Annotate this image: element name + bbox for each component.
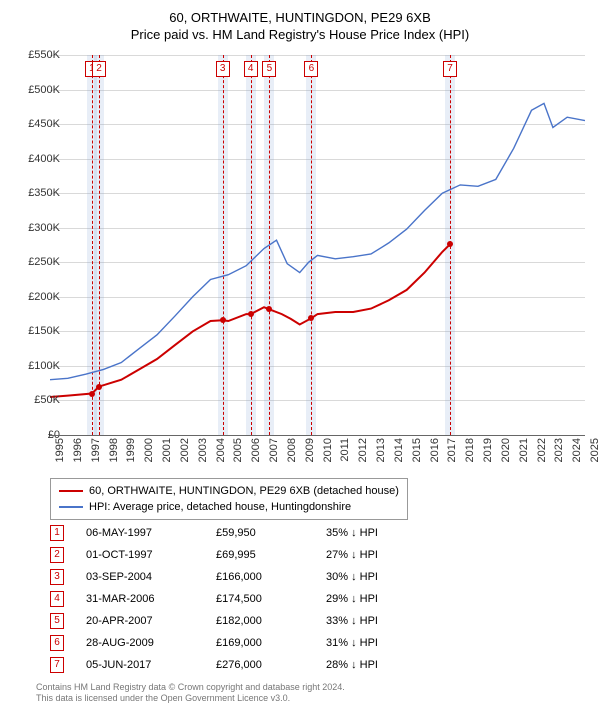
plot-area bbox=[50, 55, 585, 436]
transaction-delta: 27% ↓ HPI bbox=[326, 549, 378, 561]
transaction-date: 28-AUG-2009 bbox=[86, 637, 216, 649]
transaction-number: 2 bbox=[50, 547, 64, 563]
xtick-label: 2016 bbox=[429, 438, 441, 462]
legend-label: 60, ORTHWAITE, HUNTINGDON, PE29 6XB (det… bbox=[89, 485, 399, 497]
transaction-date: 20-APR-2007 bbox=[86, 615, 216, 627]
transaction-delta: 28% ↓ HPI bbox=[326, 659, 378, 671]
transaction-delta: 31% ↓ HPI bbox=[326, 637, 378, 649]
title-area: 60, ORTHWAITE, HUNTINGDON, PE29 6XB Pric… bbox=[0, 0, 600, 42]
chart-container: 60, ORTHWAITE, HUNTINGDON, PE29 6XB Pric… bbox=[0, 0, 600, 710]
transaction-row: 5 20-APR-2007£182,00033% ↓ HPI bbox=[50, 610, 378, 632]
transaction-number: 3 bbox=[50, 569, 64, 585]
footer: Contains HM Land Registry data © Crown c… bbox=[36, 682, 345, 705]
transaction-row: 7 05-JUN-2017£276,00028% ↓ HPI bbox=[50, 654, 378, 676]
xtick-label: 2025 bbox=[589, 438, 600, 462]
transaction-number: 5 bbox=[50, 613, 64, 629]
transaction-price: £174,500 bbox=[216, 593, 326, 605]
xtick-label: 2017 bbox=[446, 438, 458, 462]
transactions-table: 1 06-MAY-1997£59,95035% ↓ HPI 2 01-OCT-1997… bbox=[50, 522, 378, 676]
transaction-delta: 35% ↓ HPI bbox=[326, 527, 378, 539]
transaction-row: 2 01-OCT-1997£69,99527% ↓ HPI bbox=[50, 544, 378, 566]
xtick-label: 2001 bbox=[161, 438, 173, 462]
xtick-label: 2009 bbox=[304, 438, 316, 462]
xtick-label: 2004 bbox=[215, 438, 227, 462]
xtick-label: 2003 bbox=[197, 438, 209, 462]
xtick-label: 2015 bbox=[411, 438, 423, 462]
transaction-delta: 30% ↓ HPI bbox=[326, 571, 378, 583]
legend-label: HPI: Average price, detached house, Hunt… bbox=[89, 501, 351, 513]
xtick-label: 2014 bbox=[393, 438, 405, 462]
title-subtitle: Price paid vs. HM Land Registry's House … bbox=[0, 27, 600, 42]
xtick-label: 1997 bbox=[90, 438, 102, 462]
transaction-number: 7 bbox=[50, 657, 64, 673]
title-address: 60, ORTHWAITE, HUNTINGDON, PE29 6XB bbox=[0, 10, 600, 25]
xtick-label: 2023 bbox=[553, 438, 565, 462]
transaction-price: £276,000 bbox=[216, 659, 326, 671]
xtick-label: 2008 bbox=[286, 438, 298, 462]
transaction-price: £59,950 bbox=[216, 527, 326, 539]
xtick-label: 2020 bbox=[500, 438, 512, 462]
xtick-label: 2013 bbox=[375, 438, 387, 462]
transaction-number: 6 bbox=[50, 635, 64, 651]
xtick-label: 2006 bbox=[250, 438, 262, 462]
transaction-row: 6 28-AUG-2009£169,00031% ↓ HPI bbox=[50, 632, 378, 654]
transaction-delta: 33% ↓ HPI bbox=[326, 615, 378, 627]
transaction-date: 01-OCT-1997 bbox=[86, 549, 216, 561]
xtick-label: 2005 bbox=[232, 438, 244, 462]
xtick-label: 1995 bbox=[54, 438, 66, 462]
transaction-price: £182,000 bbox=[216, 615, 326, 627]
legend-swatch bbox=[59, 490, 83, 492]
footer-line1: Contains HM Land Registry data © Crown c… bbox=[36, 682, 345, 693]
transaction-date: 06-MAY-1997 bbox=[86, 527, 216, 539]
legend-row: HPI: Average price, detached house, Hunt… bbox=[59, 499, 399, 515]
xtick-label: 1998 bbox=[108, 438, 120, 462]
xtick-label: 2022 bbox=[536, 438, 548, 462]
xtick-label: 1996 bbox=[72, 438, 84, 462]
xtick-label: 2012 bbox=[357, 438, 369, 462]
transaction-price: £69,995 bbox=[216, 549, 326, 561]
transaction-row: 3 03-SEP-2004£166,00030% ↓ HPI bbox=[50, 566, 378, 588]
legend-row: 60, ORTHWAITE, HUNTINGDON, PE29 6XB (det… bbox=[59, 483, 399, 499]
transaction-number: 1 bbox=[50, 525, 64, 541]
xtick-label: 2007 bbox=[268, 438, 280, 462]
footer-line2: This data is licensed under the Open Gov… bbox=[36, 693, 345, 704]
legend: 60, ORTHWAITE, HUNTINGDON, PE29 6XB (det… bbox=[50, 478, 408, 520]
transaction-date: 31-MAR-2006 bbox=[86, 593, 216, 605]
legend-swatch bbox=[59, 506, 83, 508]
xtick-label: 2018 bbox=[464, 438, 476, 462]
xtick-label: 2000 bbox=[143, 438, 155, 462]
transaction-delta: 29% ↓ HPI bbox=[326, 593, 378, 605]
transaction-price: £166,000 bbox=[216, 571, 326, 583]
xtick-label: 2010 bbox=[322, 438, 334, 462]
transaction-number: 4 bbox=[50, 591, 64, 607]
transaction-row: 1 06-MAY-1997£59,95035% ↓ HPI bbox=[50, 522, 378, 544]
xtick-label: 2002 bbox=[179, 438, 191, 462]
transaction-price: £169,000 bbox=[216, 637, 326, 649]
transaction-row: 4 31-MAR-2006£174,50029% ↓ HPI bbox=[50, 588, 378, 610]
xtick-label: 2011 bbox=[339, 438, 351, 462]
transaction-date: 03-SEP-2004 bbox=[86, 571, 216, 583]
xtick-label: 2024 bbox=[571, 438, 583, 462]
xtick-label: 2021 bbox=[518, 438, 530, 462]
xtick-label: 1999 bbox=[125, 438, 137, 462]
transaction-date: 05-JUN-2017 bbox=[86, 659, 216, 671]
xtick-label: 2019 bbox=[482, 438, 494, 462]
